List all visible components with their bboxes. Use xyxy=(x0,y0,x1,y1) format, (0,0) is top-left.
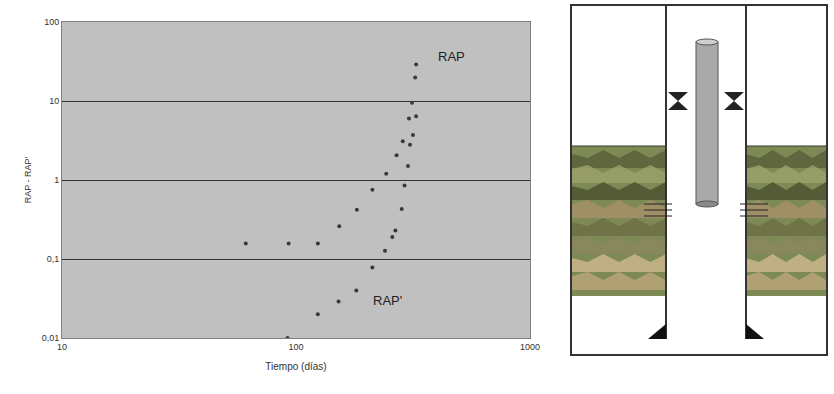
svg-text:RAP': RAP' xyxy=(373,293,402,308)
svg-text:1000: 1000 xyxy=(520,342,540,352)
svg-text:RAP: RAP xyxy=(438,49,465,64)
svg-text:RAP - RAP': RAP - RAP' xyxy=(23,156,33,203)
svg-text:1: 1 xyxy=(54,175,59,185)
svg-text:100: 100 xyxy=(44,17,59,27)
svg-text:Tiempo (días): Tiempo (días) xyxy=(265,361,326,372)
svg-text:10: 10 xyxy=(49,96,59,106)
svg-text:0,01: 0,01 xyxy=(42,333,60,343)
svg-text:100: 100 xyxy=(288,342,303,352)
svg-text:10: 10 xyxy=(57,342,67,352)
svg-text:0,1: 0,1 xyxy=(47,254,60,264)
